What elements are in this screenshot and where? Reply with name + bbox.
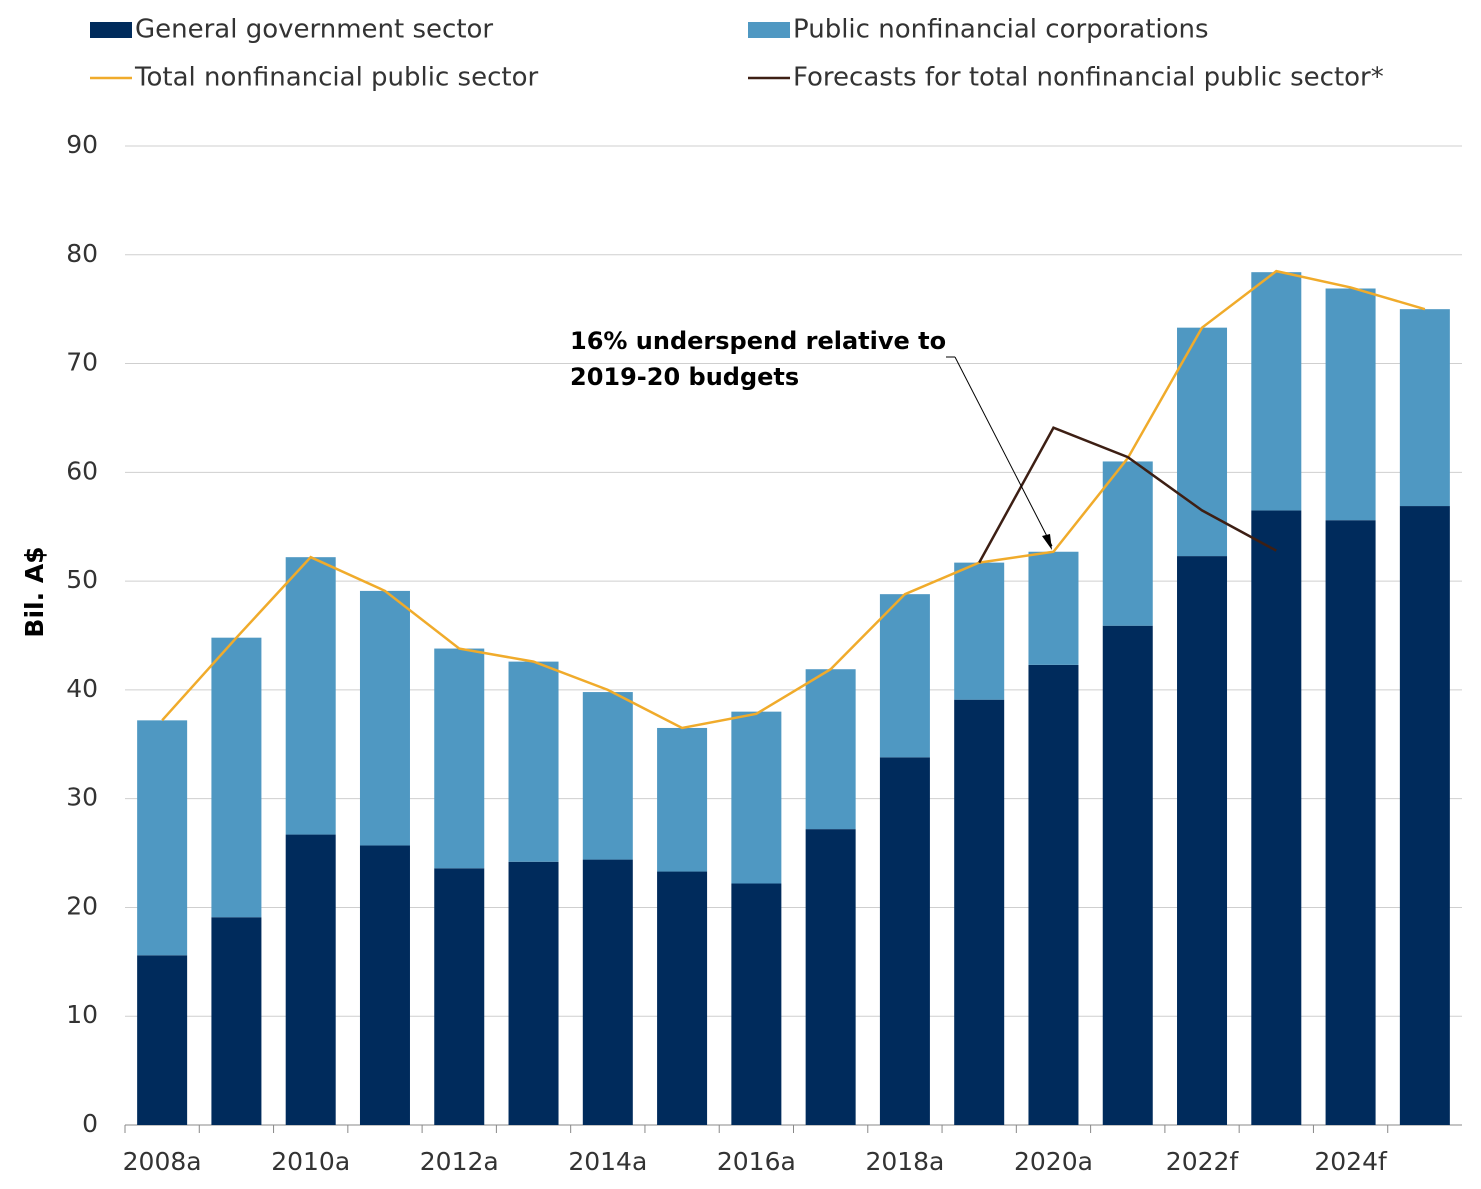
bar [359,590,410,846]
bar [285,834,336,1125]
bar [1399,506,1450,1125]
bar [1177,556,1228,1125]
annotation: 16% underspend relative to [570,327,946,355]
bar [657,871,708,1125]
legend-label: Public nonfinancial corporations [793,15,1209,45]
bar [1325,288,1376,521]
y-tick-label: 40 [66,674,98,703]
line [161,269,1426,730]
bar [1102,625,1153,1125]
x-tick-label: 2008a [123,1147,202,1176]
y-tick-label: 30 [66,783,98,812]
bar [731,883,782,1125]
x-tick-label: 2020a [1014,1147,1093,1176]
y-tick-label: 50 [66,565,98,594]
bar [954,699,1005,1125]
bar [879,757,930,1125]
x-tick-label: 2010a [271,1147,350,1176]
x-tick-label: 2024f [1314,1147,1388,1176]
bar [805,669,856,830]
bar [1399,309,1450,507]
x-tick-label: 2014a [568,1147,647,1176]
plot: 0 10 20 30 40 50 60 70 80 90 2008a 2010a 2012a 2014a 2… [66,15,1462,1176]
bar [211,917,262,1125]
bar [285,557,336,835]
x-tick-label: 2016a [717,1147,796,1176]
y-tick-label: 60 [66,456,98,485]
bar [879,594,930,758]
bar [582,692,633,860]
x-tick-label: 2022f [1166,1147,1240,1176]
line [978,426,1277,564]
bar [508,861,559,1125]
legend-label: Forecasts for total nonfinancial public … [793,63,1384,93]
bar [1251,272,1302,511]
bar [211,637,262,918]
bar [137,720,188,956]
y-tick-label: 90 [66,130,98,159]
bar [731,711,782,884]
x-tick-label: 2012a [420,1147,499,1176]
y-tick-label: 70 [66,348,98,377]
y-tick-label: 80 [66,239,98,268]
bar [434,868,485,1125]
bar [1177,327,1228,557]
bar [954,562,1005,700]
y-tick-label: 20 [66,891,98,920]
arrow-head [1042,534,1052,550]
y-tick-label: 0 [82,1109,98,1138]
annotation-arrow [954,356,1053,547]
bar [1028,664,1079,1125]
bar [805,829,856,1125]
annotation: 2019-20 budgets [570,363,799,391]
bar [1102,461,1153,626]
y-axis-label: Bil. A$ [20,546,49,637]
bar [508,661,559,862]
bar [1028,551,1079,665]
bar [1251,510,1302,1126]
x-tick-label: 2018a [865,1147,944,1176]
legend-label: Total nonfinancial public sector [134,63,538,93]
bar [434,648,485,869]
legend-label: General government sector [135,15,493,45]
bar [657,727,708,872]
bar [137,955,188,1125]
legend-swatch [90,22,132,38]
legend-swatch [748,22,790,38]
y-tick-label: 10 [66,1000,98,1029]
bar [582,859,633,1125]
bar [359,845,410,1125]
bar [1325,520,1376,1125]
